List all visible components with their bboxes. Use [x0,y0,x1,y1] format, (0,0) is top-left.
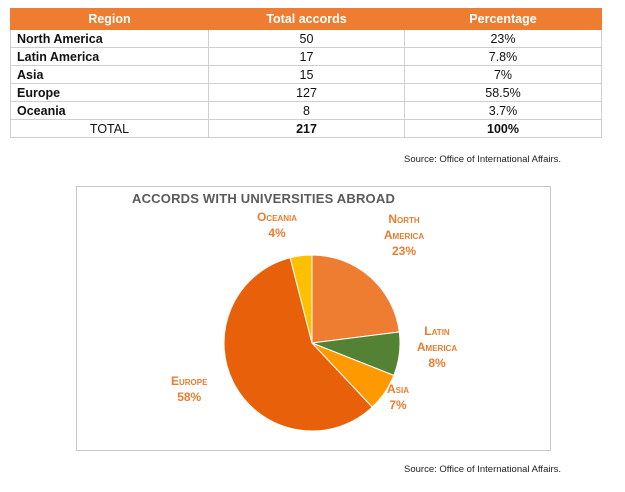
pie-chart [223,254,401,432]
label-asia: Asia 7% [387,381,409,413]
label-latin-america: Latin America 8% [403,323,471,371]
header-region: Region [10,8,209,30]
label-asia-name: Asia [387,382,410,396]
cell-total: 15 [208,65,405,84]
cell-region: Latin America [10,47,209,66]
label-north-america-name: North America [383,212,425,242]
label-oceania-name: Oceania [257,210,298,224]
chart-title: ACCORDS WITH UNIVERSITIES ABROAD [132,191,396,206]
header-percentage: Percentage [404,8,602,30]
accords-table: Region Total accords Percentage North Am… [10,8,602,138]
cell-percentage: 58.5% [404,83,602,102]
pie-slice-oceania [289,254,313,344]
source-note-chart: Source: Office of International Affairs. [404,464,562,475]
table-row: Latin America 17 7.8% [10,47,602,66]
cell-total: 50 [208,29,405,48]
label-europe: Europe 58% [171,373,207,405]
pie-slice-north-america [311,254,400,344]
cell-percentage: 3.7% [404,101,602,120]
label-oceania-pct: 4% [268,226,286,240]
cell-total: 127 [208,83,405,102]
source-note-table: Source: Office of International Affairs. [404,154,562,165]
table-row: Europe 127 58.5% [10,83,602,102]
cell-region: Europe [10,83,209,102]
table-header-row: Region Total accords Percentage [10,8,602,30]
cell-percentage: 7.8% [404,47,602,66]
label-north-america-pct: 23% [391,244,417,258]
pie-chart-panel: ACCORDS WITH UNIVERSITIES ABROAD North A… [76,186,551,451]
cell-total: 17 [208,47,405,66]
total-label: TOTAL [10,119,209,138]
label-europe-pct: 58% [177,390,202,404]
cell-percentage: 7% [404,65,602,84]
total-percentage-value: 100% [404,119,602,138]
table-row: North America 50 23% [10,29,602,48]
cell-total: 8 [208,101,405,120]
table-row: Oceania 8 3.7% [10,101,602,120]
label-latin-america-pct: 8% [428,356,446,370]
table-total-row: TOTAL 217 100% [10,119,602,138]
cell-region: North America [10,29,209,48]
cell-region: Oceania [10,101,209,120]
total-accords-value: 217 [208,119,405,138]
label-asia-pct: 7% [389,398,407,412]
header-total-accords: Total accords [208,8,405,30]
label-latin-america-name: Latin America [416,324,458,354]
pie-slice-europe [223,257,373,432]
cell-percentage: 23% [404,29,602,48]
label-north-america: North America 23% [369,211,439,259]
label-europe-name: Europe [171,374,208,388]
label-oceania: Oceania 4% [257,209,297,241]
cell-region: Asia [10,65,209,84]
table-row: Asia 15 7% [10,65,602,84]
